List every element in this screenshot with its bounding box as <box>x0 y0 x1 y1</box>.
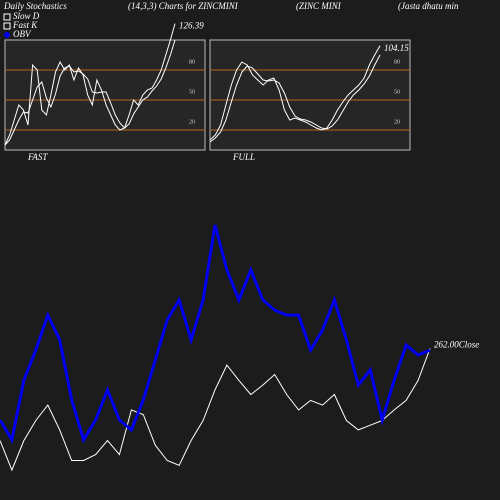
y-tick-label: 80 <box>394 59 400 65</box>
panel <box>209 39 411 151</box>
y-tick-label: 50 <box>394 89 400 95</box>
last-value-label: 126.39 <box>179 21 204 31</box>
panel-title: FULL <box>232 152 255 162</box>
header-text: (14,3,3) Charts for ZINCMINI <box>128 1 239 11</box>
series-line <box>209 54 381 143</box>
legend-swatch <box>4 32 10 38</box>
legend-swatch <box>3 22 11 30</box>
last-value-label: 104.15 <box>384 43 409 53</box>
panel-title: FAST <box>27 152 48 162</box>
legend-label: Slow D <box>13 11 40 21</box>
y-tick-label: 20 <box>394 119 400 125</box>
header-text: Daily Stochastics <box>3 1 67 11</box>
y-tick-label: 80 <box>189 59 195 65</box>
series-line <box>4 39 176 146</box>
series-line <box>4 23 176 146</box>
legend-label: Fast K <box>12 20 38 30</box>
annotation: 262.00Close <box>434 340 479 350</box>
series-line <box>0 348 431 472</box>
series-line <box>209 45 381 141</box>
header-text: (Jasta dhatu min <box>398 1 459 11</box>
panel <box>4 39 206 151</box>
legend-swatch <box>3 13 11 21</box>
y-tick-label: 50 <box>189 89 195 95</box>
series-line <box>0 224 431 444</box>
legend-label: OBV <box>13 29 32 39</box>
header-text: (ZINC MINI <box>296 1 342 11</box>
y-tick-label: 20 <box>189 119 195 125</box>
